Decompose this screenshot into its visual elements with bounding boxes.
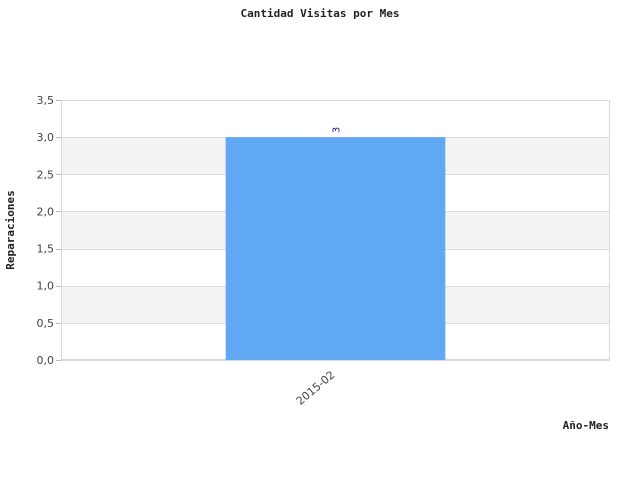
y-tick-label: 0,5 (37, 317, 55, 330)
bar (225, 137, 446, 360)
y-tick-label: 3,5 (37, 94, 55, 107)
y-tick-label: 3,0 (37, 131, 55, 144)
bar-data-label: 3 (332, 127, 343, 133)
chart-title: Cantidad Visitas por Mes (241, 7, 400, 20)
x-tick-label: 2015-02 (294, 368, 338, 408)
bars: 3 (225, 127, 446, 360)
y-tick-label: 2,5 (37, 168, 55, 181)
y-axis-label: Reparaciones (4, 190, 17, 269)
x-axis-ticks: 2015-02 (294, 368, 338, 408)
y-tick-label: 1,5 (37, 243, 55, 256)
y-tick-label: 1,0 (37, 280, 55, 293)
y-tick-label: 2,0 (37, 205, 55, 218)
x-axis-label: Año-Mes (563, 419, 609, 432)
y-tick-label: 0,0 (37, 354, 55, 367)
y-axis-ticks: 0,0 0,5 1,0 1,5 2,0 2,5 3,0 3,5 (37, 94, 61, 367)
